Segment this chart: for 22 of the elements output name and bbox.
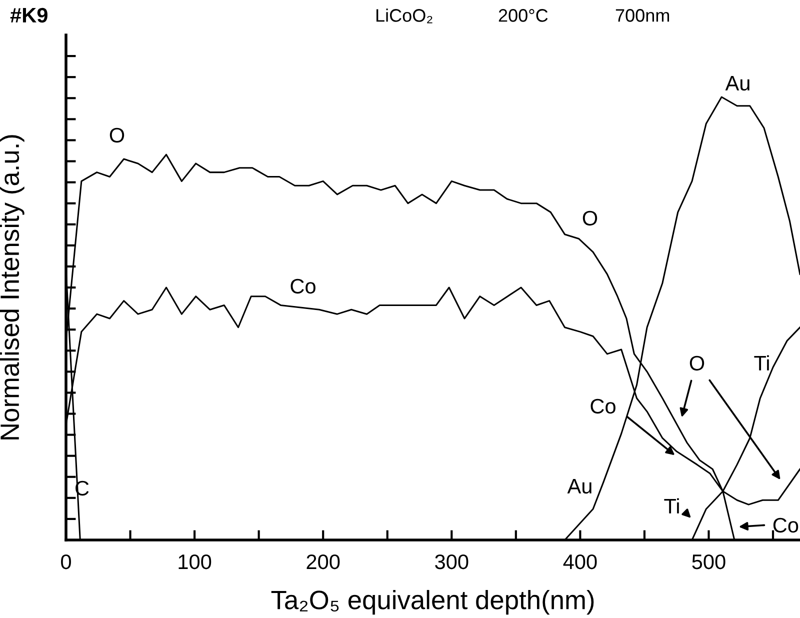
annotation: Co <box>773 518 798 533</box>
x-tick-label: 100 <box>178 554 212 570</box>
annotation: Co <box>590 398 616 414</box>
y-axis-title: Normalised Intensity (a.u.) <box>0 135 24 440</box>
x-tick-label: 200 <box>306 554 340 570</box>
annotation: Ti <box>664 498 679 514</box>
text: LiCoO₂ <box>376 8 432 24</box>
annotation: Au <box>567 479 592 494</box>
x-tick-label: 300 <box>435 554 468 570</box>
annotation: O <box>110 128 124 143</box>
x-tick-label: 0 <box>61 554 71 570</box>
x-axis-title: Ta₂O₅ equivalent depth(nm) <box>271 590 594 615</box>
chart-title: #K9 <box>10 8 48 23</box>
text: 700nm <box>616 9 670 22</box>
annotation: Ti <box>754 355 769 370</box>
annotation: O <box>582 210 598 226</box>
annotation: O <box>690 356 704 371</box>
text: 200°C <box>498 9 548 22</box>
x-tick-label: 400 <box>563 554 597 570</box>
annotation: Co <box>290 278 316 294</box>
x-tick-label: 500 <box>692 554 726 570</box>
text: Au <box>725 76 750 91</box>
